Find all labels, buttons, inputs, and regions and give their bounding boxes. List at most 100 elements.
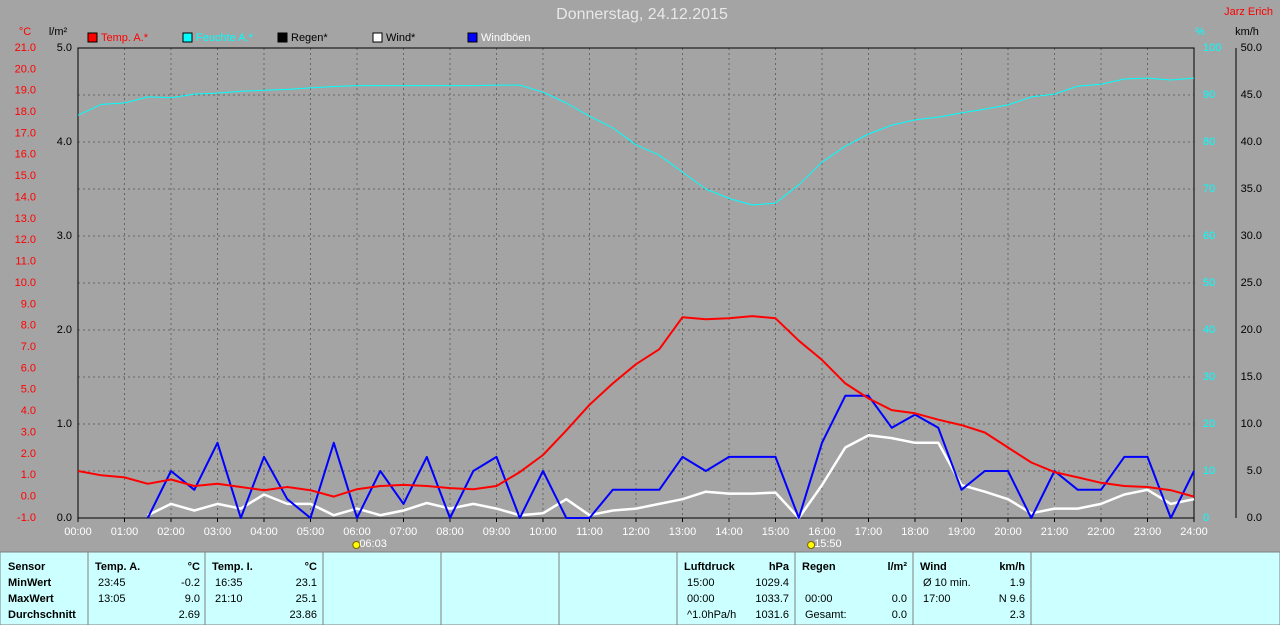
y-tick-label: 13.0 — [15, 213, 36, 225]
column-unit: l/m² — [887, 561, 907, 573]
y-tick-label: 10.0 — [15, 277, 36, 289]
y-tick-label: 0.0 — [57, 512, 72, 524]
y-tick-label: 90 — [1203, 89, 1215, 101]
y-tick-label: 70 — [1203, 183, 1215, 195]
y-tick-label: 80 — [1203, 136, 1215, 148]
cell-time: ^1.0hPa/h — [687, 609, 736, 621]
cell-value: 9.0 — [185, 593, 200, 605]
column-unit: hPa — [769, 561, 790, 573]
cell-value: 2.69 — [179, 609, 200, 621]
y-tick-label: 7.0 — [21, 341, 36, 353]
y-tick-label: 100 — [1203, 42, 1221, 54]
y-tick-label: 30 — [1203, 371, 1215, 383]
x-tick-label: 03:00 — [204, 526, 232, 538]
legend-label: Regen* — [291, 32, 328, 44]
cell-value: 1029.4 — [755, 577, 789, 589]
legend-swatch — [182, 32, 193, 43]
cell-time: 16:35 — [215, 577, 243, 589]
x-tick-label: 04:00 — [250, 526, 278, 538]
chart-title: Donnerstag, 24.12.2015 — [556, 6, 728, 23]
axis-unit: l/m² — [49, 26, 68, 38]
y-tick-label: 14.0 — [15, 191, 36, 203]
x-tick-label: 09:00 — [483, 526, 511, 538]
x-tick-label: 19:00 — [948, 526, 976, 538]
y-tick-label: 21.0 — [15, 42, 36, 54]
x-tick-label: 24:00 — [1180, 526, 1208, 538]
data-line — [146, 394, 1195, 519]
y-tick-label: 5.0 — [57, 42, 72, 54]
legend-swatch — [87, 32, 98, 43]
y-tick-label: 60 — [1203, 230, 1215, 242]
cell-time: 00:00 — [687, 593, 715, 605]
cell-value: 2.3 — [1010, 609, 1025, 621]
y-tick-label: 0 — [1203, 512, 1209, 524]
y-tick-label: 11.0 — [15, 256, 36, 268]
x-tick-label: 23:00 — [1134, 526, 1162, 538]
x-tick-label: 00:00 — [64, 526, 92, 538]
y-tick-label: 8.0 — [21, 320, 36, 332]
row-label: Sensor — [8, 561, 46, 573]
cell-time: Ø 10 min. — [923, 577, 971, 589]
column-header: Wind — [920, 561, 947, 573]
data-line — [77, 77, 1195, 206]
y-tick-label: 0.0 — [21, 491, 36, 503]
cell-time: 17:00 — [923, 593, 951, 605]
y-tick-label: 4.0 — [21, 405, 36, 417]
x-tick-label: 05:00 — [297, 526, 325, 538]
y-tick-label: 20 — [1203, 418, 1215, 430]
x-tick-label: 14:00 — [715, 526, 743, 538]
y-tick-label: 5.0 — [1247, 465, 1262, 477]
y-tick-label: 9.0 — [21, 298, 36, 310]
cell-time: 15:00 — [687, 577, 715, 589]
legend-label: Temp. A.* — [101, 32, 149, 44]
cell-value: 1.9 — [1010, 577, 1025, 589]
y-tick-label: 1.0 — [57, 418, 72, 430]
y-tick-label: 0.0 — [1247, 512, 1262, 524]
station-name: Jarz Erich — [1224, 6, 1273, 18]
y-tick-label: 50.0 — [1241, 42, 1262, 54]
cell-value: 0.0 — [892, 593, 907, 605]
stats-panel — [0, 551, 1280, 625]
cell-value: 23.1 — [296, 577, 317, 589]
legend-swatch — [277, 32, 288, 43]
x-tick-label: 22:00 — [1087, 526, 1115, 538]
column-unit: km/h — [999, 561, 1025, 573]
y-tick-label: 35.0 — [1241, 183, 1262, 195]
row-label: MinWert — [8, 577, 52, 589]
cell-time: Gesamt: — [805, 609, 847, 621]
y-tick-label: -1.0 — [17, 512, 36, 524]
column-header: Temp. A. — [95, 561, 140, 573]
axis-unit: °C — [19, 26, 31, 38]
y-tick-label: 20.0 — [1241, 324, 1262, 336]
y-tick-label: 19.0 — [15, 85, 36, 97]
legend-label: Wind* — [386, 32, 416, 44]
annotation: 06:03 — [359, 538, 387, 550]
y-tick-label: 18.0 — [15, 106, 36, 118]
y-tick-label: 5.0 — [21, 384, 36, 396]
sun-icon — [807, 541, 816, 549]
y-tick-label: 6.0 — [21, 362, 36, 374]
y-tick-label: 30.0 — [1241, 230, 1262, 242]
x-tick-label: 16:00 — [808, 526, 836, 538]
y-tick-label: 15.0 — [15, 170, 36, 182]
legend-label: Windböen — [481, 32, 531, 44]
data-line — [147, 434, 1195, 520]
cell-value: 1033.7 — [755, 593, 789, 605]
y-tick-label: 3.0 — [57, 230, 72, 242]
x-tick-label: 20:00 — [994, 526, 1022, 538]
x-tick-label: 02:00 — [157, 526, 185, 538]
cell-value: N 9.6 — [999, 593, 1025, 605]
x-tick-label: 12:00 — [622, 526, 650, 538]
y-tick-label: 10.0 — [1241, 418, 1262, 430]
legend-label: Feuchte A.* — [196, 32, 254, 44]
cell-value: 0.0 — [892, 609, 907, 621]
legend-swatch — [467, 32, 478, 43]
x-tick-label: 17:00 — [855, 526, 883, 538]
y-tick-label: 45.0 — [1241, 89, 1262, 101]
legend-swatch — [372, 32, 383, 43]
y-tick-label: 40 — [1203, 324, 1215, 336]
y-tick-label: 50 — [1203, 277, 1215, 289]
y-tick-label: 40.0 — [1241, 136, 1262, 148]
axis-unit: % — [1195, 26, 1205, 38]
